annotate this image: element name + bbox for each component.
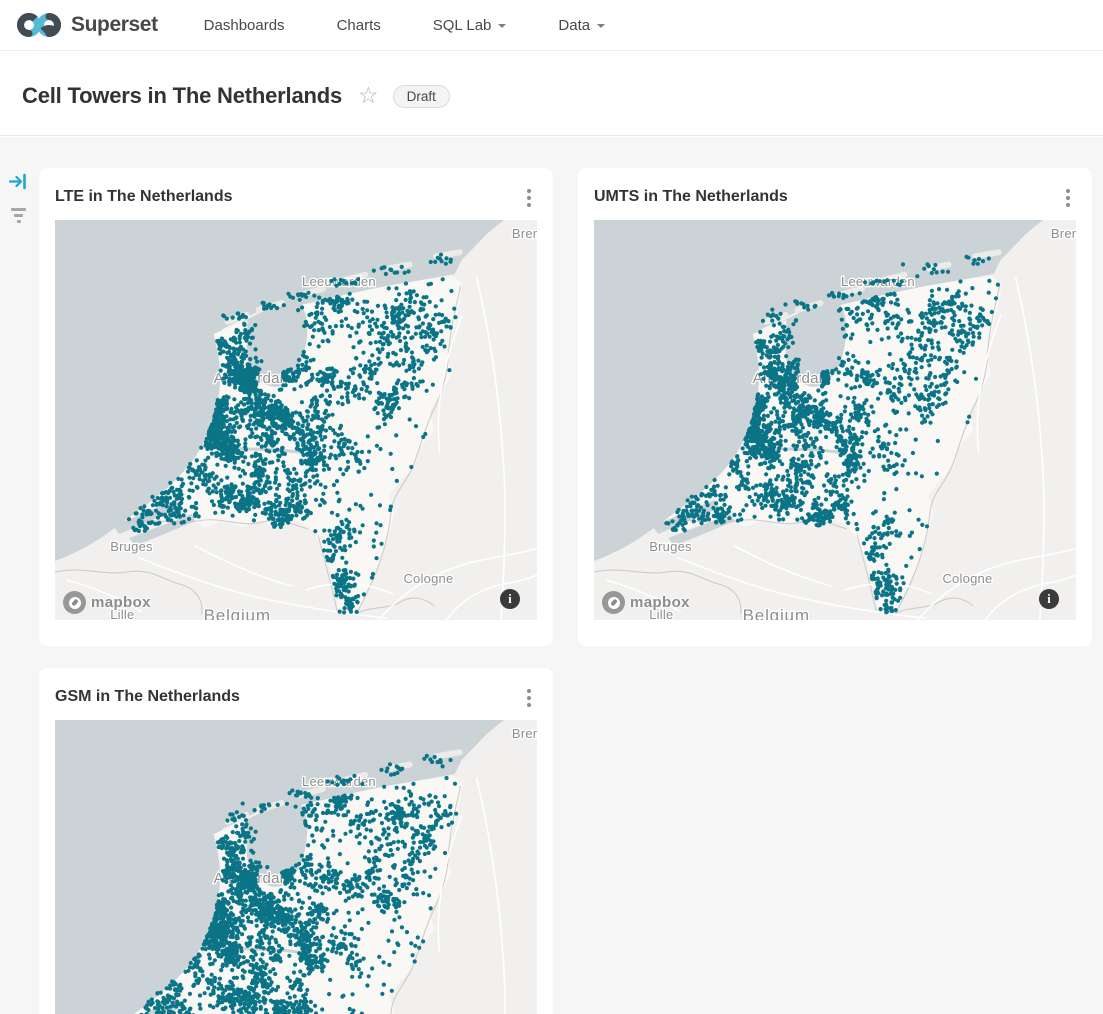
favorite-star-icon[interactable]: ☆ [358, 81, 379, 108]
nav-item-label: Dashboards [203, 16, 285, 34]
brand-name: Superset [71, 13, 158, 36]
expand-right-icon [8, 173, 26, 190]
map-canvas-lte[interactable]: BremenLeeuwardenAmsterdamBrugesLilleBelg… [55, 220, 537, 620]
nav-item-label: Charts [336, 16, 381, 34]
superset-infinity-icon [17, 13, 61, 37]
mapbox-pin-icon [602, 591, 625, 614]
svg-text:Cologne: Cologne [403, 571, 453, 586]
chart-card-lte: LTE in The Netherlands BremenLeeuwardenA… [39, 168, 553, 646]
chart-title: LTE in The Netherlands [55, 188, 233, 205]
chart-title: UMTS in The Netherlands [594, 188, 788, 205]
svg-text:Belgium: Belgium [204, 606, 271, 620]
nav-item-sql-lab[interactable]: SQL Lab [407, 0, 533, 51]
svg-text:Bremen: Bremen [1051, 226, 1076, 241]
mapbox-attribution-logo[interactable]: mapbox [63, 591, 151, 614]
map-canvas-gsm[interactable]: BremenLeeuwardenAmsterdamBrugesLilleBelg… [55, 720, 537, 1014]
svg-text:Lille: Lille [110, 607, 134, 620]
svg-text:Belgium: Belgium [743, 606, 810, 620]
chart-header: LTE in The Netherlands [55, 186, 537, 210]
chart-header: UMTS in The Netherlands [594, 186, 1076, 210]
nav-item-dashboards[interactable]: Dashboards [178, 0, 311, 51]
chart-card-umts: UMTS in The Netherlands BremenLeeuwarden… [578, 168, 1092, 646]
svg-text:Leeuwarden: Leeuwarden [302, 274, 376, 289]
mapbox-wordmark: mapbox [630, 594, 690, 611]
nav-menu: Dashboards Charts SQL Lab Data [178, 0, 631, 51]
chevron-down-icon [498, 24, 507, 28]
dashboard-header: Cell Towers in The Netherlands ☆ Draft [0, 51, 1103, 136]
mapbox-attribution-logo[interactable]: mapbox [602, 591, 690, 614]
chevron-down-icon [597, 24, 606, 28]
nav-item-charts[interactable]: Charts [311, 0, 407, 51]
mapbox-wordmark: mapbox [91, 594, 151, 611]
superset-logo[interactable]: Superset [16, 10, 158, 40]
svg-text:Leeuwarden: Leeuwarden [302, 774, 376, 789]
chart-options-menu-button[interactable] [521, 686, 537, 710]
page-title: Cell Towers in The Netherlands [22, 83, 342, 108]
chart-options-menu-button[interactable] [1060, 186, 1076, 210]
svg-text:Lille: Lille [649, 607, 673, 620]
mapbox-pin-icon [63, 591, 86, 614]
map-canvas-umts[interactable]: BremenLeeuwardenAmsterdamBrugesLilleBelg… [594, 220, 1076, 620]
dashboard-grid: LTE in The Netherlands BremenLeeuwardenA… [0, 137, 1103, 1014]
status-badge: Draft [392, 84, 450, 108]
map-info-icon[interactable]: i [1039, 589, 1059, 609]
filter-icon[interactable] [11, 208, 26, 226]
svg-text:Bremen: Bremen [512, 726, 537, 741]
svg-text:Bruges: Bruges [649, 539, 692, 554]
chart-card-gsm: GSM in The Netherlands BremenLeeuwardenA… [39, 668, 553, 1014]
chart-header: GSM in The Netherlands [55, 686, 537, 710]
nav-item-label: SQL Lab [432, 16, 492, 34]
map-info-icon[interactable]: i [500, 589, 520, 609]
top-navbar: Superset Dashboards Charts SQL Lab Data [0, 0, 1103, 51]
nav-item-data[interactable]: Data [532, 0, 631, 51]
chart-options-menu-button[interactable] [521, 186, 537, 210]
nav-item-label: Data [558, 16, 591, 34]
svg-text:Bremen: Bremen [512, 226, 537, 241]
chart-title: GSM in The Netherlands [55, 688, 240, 705]
svg-text:Cologne: Cologne [942, 571, 992, 586]
expand-filter-bar-button[interactable] [8, 173, 27, 195]
svg-text:Bruges: Bruges [110, 539, 153, 554]
